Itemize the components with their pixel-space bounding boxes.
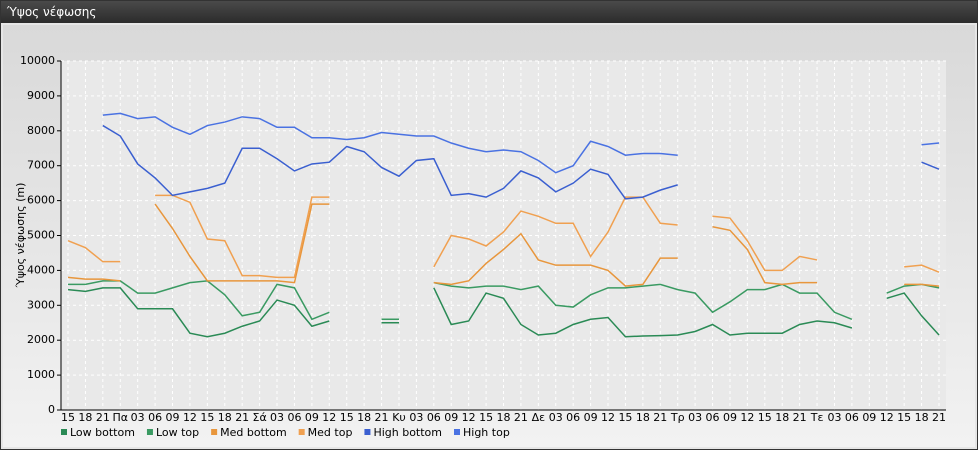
series-line (102, 112, 940, 174)
x-tick-label: 15 (618, 411, 632, 424)
legend-swatch (211, 429, 218, 435)
x-tick-label: 09 (305, 411, 319, 424)
x-tick-label: 03 (270, 411, 284, 424)
series-line (67, 287, 940, 338)
x-tick-label: 09 (584, 411, 598, 424)
x-tick-label: 06 (566, 411, 580, 424)
y-tick-label: 1000 (27, 368, 55, 381)
x-tick-label: 21 (793, 411, 807, 424)
legend-swatch (146, 429, 153, 435)
x-tick-label: 03 (549, 411, 563, 424)
y-tick-label: 0 (48, 403, 55, 416)
x-tick-label: 09 (862, 411, 876, 424)
legend-label: Med bottom (220, 426, 287, 439)
x-tick-label: 21 (235, 411, 249, 424)
x-tick-label: 12 (601, 411, 615, 424)
x-tick-label: 09 (723, 411, 737, 424)
series-line (68, 280, 940, 321)
y-tick-label: 4000 (27, 263, 55, 276)
x-tick-label: 18 (915, 411, 929, 424)
x-tick-label: Τρ (670, 411, 685, 424)
legend-label: High top (463, 426, 510, 439)
x-tick-label: 06 (427, 411, 441, 424)
x-tick-label: 21 (653, 411, 667, 424)
x-tick-label: 15 (61, 411, 75, 424)
chart: Ύψος νέφωσης (m) 0 1000 2000 3000 4000 5000 60… (3, 25, 975, 447)
legend-label: Med top (308, 426, 353, 439)
x-tick-label: 18 (775, 411, 789, 424)
y-tick-label: 9000 (27, 89, 55, 102)
legend-label: Low top (156, 426, 199, 439)
x-tick-label: 12 (183, 411, 197, 424)
y-tick-label: 2000 (27, 333, 55, 346)
x-tick-label: Σά (253, 411, 267, 424)
y-tick-label: 8000 (27, 124, 55, 137)
series-line (67, 203, 940, 287)
x-tick-label: 12 (740, 411, 754, 424)
legend-swatch (61, 429, 67, 435)
x-tick-label: 18 (78, 411, 92, 424)
y-axis-label: Ύψος νέφωσης (m) (14, 183, 27, 289)
x-tick-label: 15 (340, 411, 354, 424)
y-tick-label: 6000 (27, 194, 55, 207)
x-tick-label: 09 (166, 411, 180, 424)
x-tick-label: 06 (148, 411, 162, 424)
series-line (67, 194, 940, 279)
series-line (102, 124, 940, 200)
x-tick-label: 21 (375, 411, 389, 424)
x-tick-label: 03 (688, 411, 702, 424)
x-tick-label: 12 (880, 411, 894, 424)
x-tick-label: 06 (287, 411, 301, 424)
x-tick-label: 12 (322, 411, 336, 424)
x-tick-label: 18 (218, 411, 232, 424)
x-tick-label: 15 (200, 411, 214, 424)
y-tick-label: 7000 (27, 159, 55, 172)
legend-label: Low bottom (70, 426, 135, 439)
x-tick-label: 03 (409, 411, 423, 424)
y-tick-label: 5000 (27, 229, 55, 242)
window-title: Ύψος νέφωσης (7, 5, 97, 19)
x-tick-label: 18 (636, 411, 650, 424)
x-tick-label: 06 (706, 411, 720, 424)
legend-swatch (298, 429, 305, 435)
x-tick-label: 21 (96, 411, 110, 424)
x-tick-label: 18 (497, 411, 511, 424)
x-tick-label: 15 (897, 411, 911, 424)
legend-swatch (364, 429, 371, 435)
legend-label: High bottom (373, 426, 442, 439)
x-tick-label: 15 (758, 411, 772, 424)
x-tick-label: 21 (514, 411, 528, 424)
x-tick-label: 18 (357, 411, 371, 424)
y-tick-label: 10000 (20, 54, 55, 67)
x-tick-label: Τε (810, 411, 824, 424)
x-tick-label: 12 (462, 411, 476, 424)
title-bar: Ύψος νέφωσης (1, 1, 977, 23)
x-tick-label: Πα (112, 411, 128, 424)
x-tick-label: 06 (845, 411, 859, 424)
legend-swatch (454, 429, 460, 435)
y-tick-label: 3000 (27, 298, 55, 311)
x-tick-label: Δε (532, 411, 546, 424)
x-tick-label: Κυ (392, 411, 406, 424)
x-tick-label: 15 (479, 411, 493, 424)
x-tick-label: 09 (444, 411, 458, 424)
x-tick-label: 21 (932, 411, 946, 424)
x-tick-label: 03 (131, 411, 145, 424)
x-tick-label: 03 (827, 411, 841, 424)
